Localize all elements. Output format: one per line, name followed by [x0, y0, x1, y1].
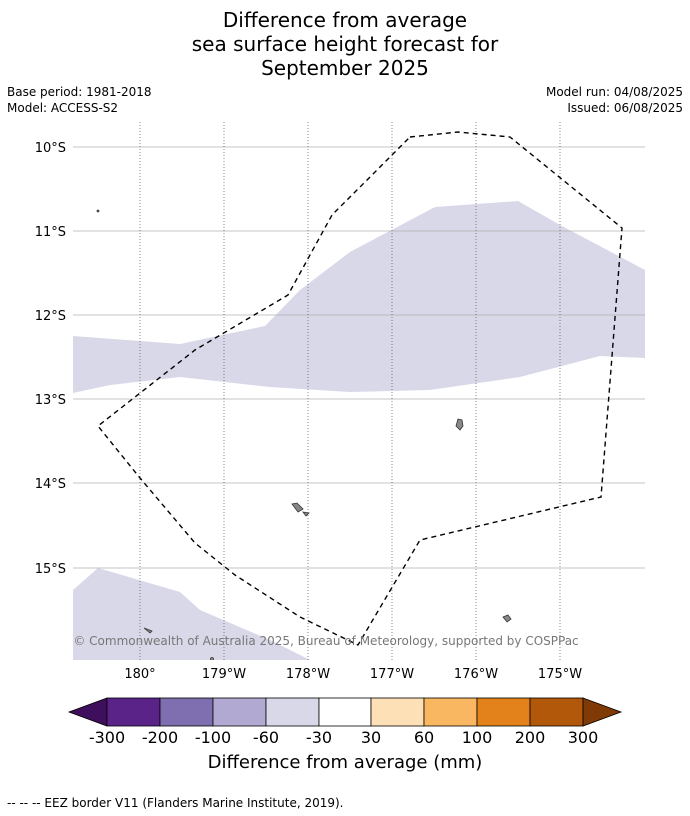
lat-label: 14°S	[35, 477, 66, 492]
colorbar-cell	[476, 697, 531, 727]
colorbar-tick: -60	[253, 728, 279, 747]
base-period: Base period: 1981-2018	[7, 85, 152, 99]
island-futuna	[291, 502, 304, 513]
lat-label: 10°S	[35, 141, 66, 156]
colorbar-arrow-left	[67, 697, 108, 727]
model-run: Model run: 04/08/2025	[545, 85, 683, 99]
meta-left: Base period: 1981-2018 Model: ACCESS-S2	[7, 84, 152, 116]
lon-label: 179°W	[202, 667, 246, 682]
island-southwest	[143, 627, 153, 634]
lon-labels: 180° 179°W 178°W 177°W 176°W 175°W	[124, 667, 582, 682]
island-uvea	[455, 418, 464, 431]
eez-footnote: -- -- -- EEZ border V11 (Flanders Marine…	[7, 796, 344, 810]
colorbar-tick: 30	[361, 728, 381, 747]
title-line-1: Difference from average	[222, 8, 468, 32]
colorbar-tick: 200	[515, 728, 546, 747]
island-niuafo-ou	[502, 614, 512, 623]
lon-label: 176°W	[454, 667, 498, 682]
map-area	[73, 122, 645, 660]
colorbar-cell	[265, 697, 320, 727]
island-small-south	[210, 657, 214, 660]
lat-label: 13°S	[35, 393, 66, 408]
lat-gridlines	[73, 146, 645, 569]
colorbar-cell	[370, 697, 425, 727]
colorbar-cell	[212, 697, 267, 727]
lon-label: 178°W	[286, 667, 330, 682]
lon-label: 175°W	[538, 667, 582, 682]
lon-label: 180°	[124, 667, 155, 682]
lon-label: 177°W	[370, 667, 414, 682]
colorbar-arrow-right	[582, 697, 623, 727]
lat-label: 11°S	[35, 225, 66, 240]
title-line-3: September 2025	[261, 56, 429, 80]
colorbar-label: Difference from average (mm)	[207, 752, 483, 773]
anomaly-band	[73, 201, 645, 393]
colorbar-cell	[106, 697, 161, 727]
colorbar-ticks: -300 -200 -100 -60 -30 30 60 100 200 300	[89, 728, 598, 747]
island-alofi	[302, 511, 310, 517]
colorbar-tick: -30	[306, 728, 332, 747]
colorbar-tick: 300	[568, 728, 599, 747]
colorbar	[67, 697, 623, 727]
lat-label: 15°S	[35, 562, 66, 577]
map-title: Difference from average sea surface heig…	[0, 8, 690, 80]
lat-labels: 10°S 11°S 12°S 13°S 14°S 15°S	[35, 141, 66, 577]
issued-date: Issued: 06/08/2025	[567, 101, 683, 115]
lat-label: 12°S	[35, 309, 66, 324]
eez-border	[97, 131, 623, 646]
colorbar-tick: 60	[414, 728, 434, 747]
island-rotuma	[96, 209, 100, 213]
colorbar-cell	[159, 697, 214, 727]
copyright-text: © Commonwealth of Australia 2025, Bureau…	[73, 634, 578, 648]
colorbar-tick: -200	[142, 728, 178, 747]
meta-right: Model run: 04/08/2025 Issued: 06/08/2025	[546, 84, 683, 116]
islands	[96, 209, 512, 660]
colorbar-tick: -300	[89, 728, 125, 747]
colorbar-cell	[529, 697, 584, 727]
colorbar-tick: 100	[462, 728, 493, 747]
colorbar-tick: -100	[195, 728, 231, 747]
title-line-2: sea surface height forecast for	[191, 32, 499, 56]
anomaly-patch-southwest	[73, 568, 310, 660]
colorbar-cell	[423, 697, 478, 727]
model-name: Model: ACCESS-S2	[7, 101, 119, 115]
colorbar-cell	[318, 697, 372, 727]
